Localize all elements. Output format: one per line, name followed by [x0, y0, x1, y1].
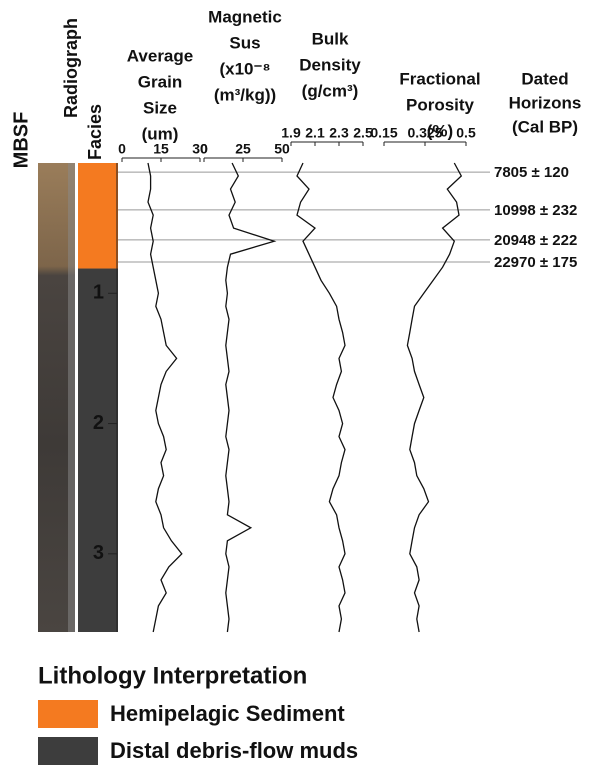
log-curve	[147, 162, 183, 633]
log-curve	[296, 162, 346, 633]
facies-interval	[78, 163, 118, 269]
horizon-label: 7805 ± 120	[494, 164, 569, 181]
panel-title: (x10⁻⁸	[219, 59, 270, 78]
horizon-label: 22970 ± 175	[494, 254, 577, 271]
x-tick-label: 2.1	[305, 125, 325, 141]
panel-title: Grain	[138, 72, 182, 91]
x-tick-label: 30	[192, 141, 208, 157]
depth-tick-label: 1	[93, 282, 104, 304]
x-tick-label: 15	[153, 141, 169, 157]
x-tick-label: 0.325	[407, 125, 442, 141]
horizon-label: 10998 ± 232	[494, 202, 577, 219]
horizons-title: (Cal BP)	[512, 117, 578, 136]
radiograph-edge	[68, 163, 75, 632]
log-curve	[406, 162, 463, 633]
legend-label: Distal debris-flow muds	[110, 738, 358, 763]
panel-title: (m³/kg))	[214, 85, 276, 104]
panel-title: Sus	[229, 33, 260, 52]
x-tick-label: 0	[200, 141, 208, 157]
x-tick-label: 1.9	[281, 125, 301, 141]
legend-swatch	[38, 737, 98, 765]
panel-title: Porosity	[406, 95, 475, 114]
panel-title: (um)	[142, 124, 179, 143]
panel-title: Fractional	[399, 69, 480, 88]
x-tick-label: 2.5	[353, 125, 373, 141]
facies-interval	[78, 268, 118, 632]
panel-title: (%)	[427, 121, 453, 140]
horizon-label: 20948 ± 222	[494, 232, 577, 249]
panel-title: (g/cm³)	[302, 81, 359, 100]
legend-label: Hemipelagic Sediment	[110, 701, 345, 726]
x-tick-label: 2.3	[329, 125, 349, 141]
x-tick-label: 0.15	[370, 125, 397, 141]
panel-title: Average	[127, 46, 193, 65]
depth-tick-label: 2	[93, 412, 104, 434]
depth-tick-label: 3	[93, 542, 104, 564]
depth-label: MBSF	[10, 112, 32, 169]
radiograph-label: Radiograph	[61, 18, 81, 118]
x-tick-label: 0.5	[456, 125, 476, 141]
horizons-title: Dated	[521, 69, 568, 88]
facies-label: Facies	[85, 104, 105, 160]
legend-swatch	[38, 700, 98, 728]
panel-title: Bulk	[312, 29, 349, 48]
log-curve	[225, 162, 277, 633]
panel-title: Density	[299, 55, 361, 74]
panel-title: Size	[143, 98, 177, 117]
legend-title: Lithology Interpretation	[38, 662, 307, 689]
horizons-title: Horizons	[509, 93, 582, 112]
x-tick-label: 0	[118, 141, 126, 157]
x-tick-label: 25	[235, 141, 251, 157]
x-tick-label: 50	[274, 141, 290, 157]
panel-title: Magnetic	[208, 7, 282, 26]
